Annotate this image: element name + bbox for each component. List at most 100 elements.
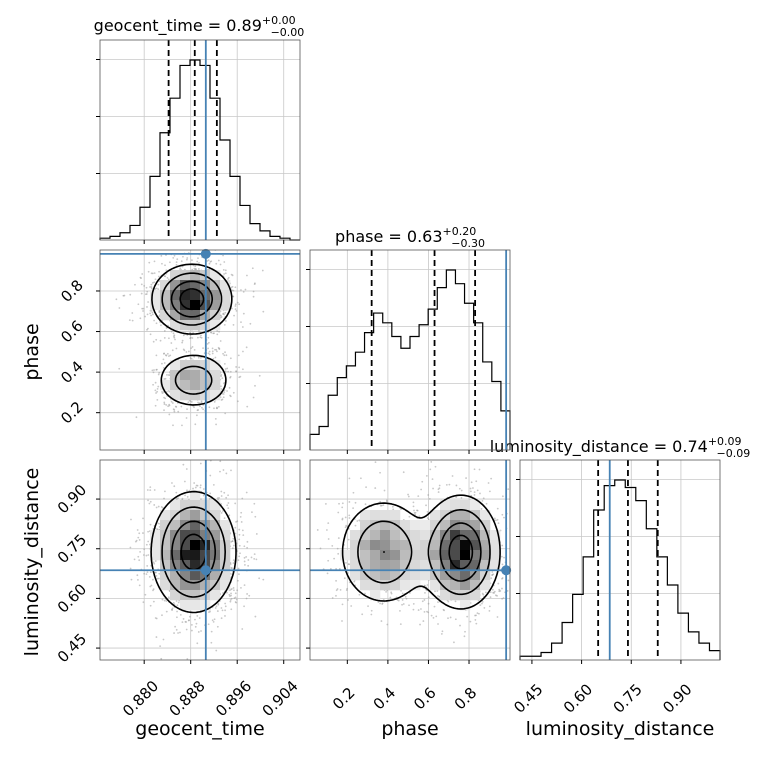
sample-point <box>432 616 435 619</box>
density-cell <box>220 530 231 541</box>
sample-point <box>175 600 178 602</box>
sample-point <box>173 336 176 339</box>
density-cell <box>210 370 221 381</box>
density-cell <box>190 300 201 311</box>
sample-point <box>181 341 184 344</box>
sample-point <box>136 529 139 531</box>
sample-point <box>191 346 194 348</box>
sample-point <box>512 536 514 538</box>
sample-point <box>479 604 482 607</box>
sample-point <box>143 548 146 551</box>
sample-point <box>209 610 211 613</box>
sample-point <box>442 608 445 611</box>
sample-point <box>152 600 155 603</box>
sample-point <box>147 554 150 556</box>
sample-point <box>359 477 362 480</box>
sample-point <box>331 597 334 599</box>
sample-point <box>197 247 199 249</box>
sample-point <box>152 371 155 374</box>
sample-point <box>156 398 159 401</box>
density-cell <box>160 510 171 521</box>
sample-point <box>158 572 161 575</box>
sample-point <box>152 245 154 247</box>
sample-point <box>241 497 244 500</box>
sample-point <box>438 487 441 490</box>
sample-point <box>254 282 256 285</box>
density-cell <box>210 390 221 401</box>
sample-point <box>364 503 367 506</box>
sample-point <box>485 591 487 594</box>
sample-point <box>316 529 319 531</box>
sample-point <box>210 641 213 644</box>
sample-point <box>229 370 232 373</box>
sample-point <box>232 559 235 562</box>
sample-point <box>172 601 175 604</box>
sample-point <box>430 614 433 617</box>
sample-point <box>142 554 145 556</box>
sample-point <box>327 538 330 540</box>
sample-point <box>133 558 136 561</box>
density-cell <box>190 510 201 521</box>
sample-point <box>231 307 233 310</box>
sample-point <box>146 290 149 293</box>
sample-point <box>230 588 233 590</box>
sample-point <box>195 622 198 625</box>
sample-point <box>150 287 153 290</box>
sample-point <box>167 596 170 599</box>
sample-point <box>455 496 458 499</box>
sample-point <box>392 508 395 511</box>
sample-point <box>224 370 227 373</box>
sample-point <box>123 294 126 297</box>
sample-point <box>160 506 163 508</box>
sample-point <box>437 594 439 597</box>
sample-point <box>215 262 218 265</box>
sample-point <box>244 564 246 566</box>
sample-point <box>463 635 466 638</box>
sample-point <box>341 603 344 606</box>
sample-point <box>149 312 152 315</box>
sample-point <box>158 371 161 374</box>
sample-point <box>176 610 178 613</box>
sample-point <box>194 268 197 271</box>
sample-point <box>246 540 249 543</box>
sample-point <box>211 350 214 353</box>
sample-point <box>222 469 225 471</box>
sample-point <box>209 492 212 495</box>
sample-point <box>185 468 188 470</box>
sample-point <box>216 610 219 612</box>
sample-point <box>151 311 154 314</box>
sample-point <box>421 600 424 603</box>
sample-point <box>222 393 225 395</box>
density-cell <box>210 280 221 291</box>
sample-point <box>197 356 200 359</box>
sample-point <box>219 470 221 473</box>
contour-line <box>161 506 226 598</box>
sample-point <box>168 355 170 358</box>
sample-point <box>153 272 156 275</box>
title-phase: phase = 0.63+0.20 −0.30 <box>335 225 485 250</box>
sample-point <box>380 504 383 507</box>
truth-marker <box>200 565 211 576</box>
sample-point <box>171 482 173 484</box>
sample-point <box>177 410 180 413</box>
sample-point <box>229 375 232 378</box>
sample-point <box>172 256 175 259</box>
density-cell <box>190 520 201 531</box>
sample-point <box>474 619 477 621</box>
sample-point <box>487 482 490 484</box>
sample-point <box>149 523 152 526</box>
sample-point <box>160 657 163 660</box>
sample-point <box>427 611 430 614</box>
sample-point <box>491 573 494 576</box>
sample-point <box>253 557 256 560</box>
sample-point <box>337 511 340 514</box>
sample-point <box>496 518 499 521</box>
sample-point <box>154 278 157 281</box>
sample-point <box>224 602 227 605</box>
sample-point <box>175 347 178 350</box>
sample-point <box>391 505 394 508</box>
sample-point <box>449 616 452 619</box>
density-cell <box>180 500 191 511</box>
sample-point <box>524 522 526 524</box>
sample-point <box>167 337 170 340</box>
